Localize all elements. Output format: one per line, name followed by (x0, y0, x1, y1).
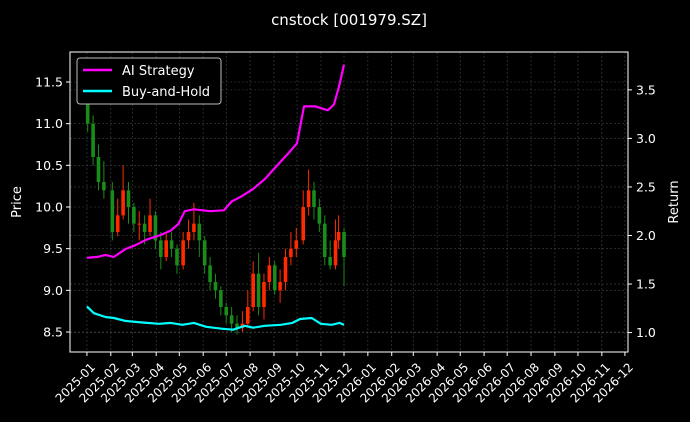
buy-and-hold-line (86, 305, 345, 331)
candle-body (197, 223, 202, 241)
candle-body (251, 273, 255, 307)
x-axis: 2025-012025-022025-032025-042025-052025-… (53, 352, 636, 406)
candle-body (219, 290, 223, 307)
candle-body (224, 307, 229, 316)
candle-body (202, 240, 207, 266)
candle-body (142, 223, 147, 232)
candle-body (164, 240, 169, 257)
candle-body (121, 190, 125, 216)
candle-body (159, 240, 163, 257)
candle-body (283, 257, 288, 282)
y-axis-left: 8.5 9.0 9.5 10.0 10.5 11.0 11.5 (35, 75, 70, 340)
candle-body (132, 207, 136, 224)
candle-body (328, 257, 332, 266)
y-label-right: Return (667, 180, 682, 223)
candle-body (229, 315, 234, 324)
legend-label-ai-strategy: AI Strategy (122, 64, 195, 79)
candle-body (272, 265, 277, 291)
price-candles (85, 86, 346, 335)
candle-body (153, 215, 158, 241)
y-tick-label-right: 2.5 (636, 179, 656, 194)
ai-strategy-line (86, 64, 346, 259)
legend-box (76, 57, 222, 105)
candle-body (301, 207, 306, 241)
candle-body (169, 240, 174, 249)
candle-body (137, 223, 142, 225)
candle-body (333, 240, 338, 266)
candle-body (102, 182, 106, 191)
candle-body (336, 232, 341, 241)
candle-body (126, 190, 131, 207)
y-tick-label-left: 11.0 (35, 116, 63, 131)
y-tick-label-left: 9.5 (43, 241, 63, 256)
candle-body (192, 223, 196, 232)
candle-body (235, 323, 239, 328)
chart-title: cnstock [001979.SZ] (271, 11, 427, 29)
candle-body (181, 240, 185, 266)
y-tick-label-right: 3.0 (636, 131, 656, 146)
candle-body (312, 190, 316, 207)
y-tick-label-right: 2.0 (636, 228, 656, 243)
y-label-left: Price (10, 186, 25, 218)
candle-body (208, 265, 212, 282)
candle-body (294, 240, 299, 249)
candle-body (186, 232, 191, 241)
candle-body (115, 215, 120, 232)
candle-body (306, 190, 311, 207)
return-lines (86, 64, 346, 331)
y-tick-label-left: 9.0 (43, 283, 63, 298)
candle-body (110, 190, 115, 232)
candle-body (213, 282, 218, 291)
y-tick-label-left: 10.5 (35, 158, 63, 173)
candle-body (245, 307, 250, 324)
candle-body (96, 157, 101, 182)
legend-label-buy-and-hold: Buy-and-Hold (122, 85, 210, 100)
candle-body (85, 90, 90, 124)
legend: AI Strategy Buy-and-Hold (76, 57, 222, 105)
plot-frame (69, 51, 629, 353)
y-tick-label-right: 1.5 (636, 277, 656, 292)
candle-body (342, 232, 346, 257)
candle-body (256, 273, 261, 307)
candle-body (322, 223, 327, 257)
y-tick-label-left: 11.5 (35, 75, 63, 90)
candle-body (175, 248, 179, 266)
y-tick-label-left: 10.0 (35, 200, 63, 215)
y-tick-label-left: 8.5 (43, 325, 63, 340)
candle-body (267, 265, 272, 282)
candle-body (148, 215, 152, 232)
candle-body (278, 282, 282, 291)
candle-body (91, 123, 95, 157)
y-axis-right: 1.0 1.5 2.0 2.5 3.0 3.5 (628, 82, 656, 340)
candle-body (262, 282, 266, 307)
candle-body (289, 248, 293, 257)
candle-body (317, 207, 322, 224)
y-tick-label-right: 1.0 (636, 325, 656, 340)
y-tick-label-right: 3.5 (636, 82, 656, 97)
